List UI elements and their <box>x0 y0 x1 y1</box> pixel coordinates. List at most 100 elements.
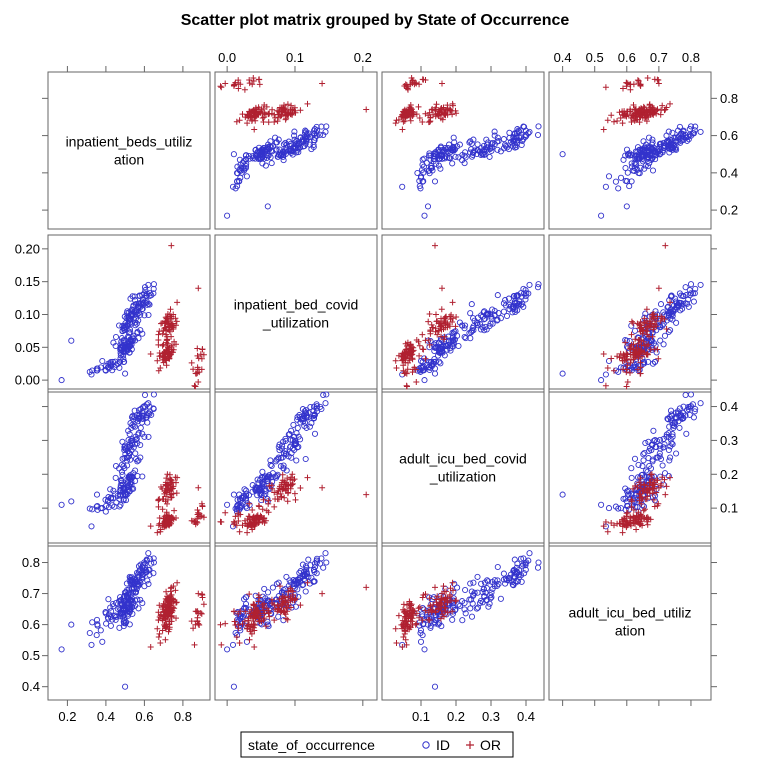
point-ID <box>142 287 149 294</box>
point-ID <box>642 439 649 447</box>
point-OR <box>433 596 439 603</box>
point-OR <box>393 640 400 646</box>
point-ID <box>117 486 124 493</box>
point-OR <box>623 510 630 517</box>
point-OR <box>191 382 198 389</box>
point-OR <box>217 83 224 90</box>
point-ID <box>288 149 295 156</box>
point-OR <box>407 345 414 352</box>
point-OR <box>163 324 169 331</box>
point-OR <box>619 355 626 362</box>
point-OR <box>619 108 626 115</box>
point-OR <box>422 110 429 117</box>
point-ID <box>462 610 469 617</box>
point-ID <box>643 467 650 474</box>
point-OR <box>222 80 229 87</box>
point-OR <box>257 109 264 116</box>
point-ID <box>435 162 442 169</box>
point-OR <box>255 519 262 526</box>
point-ID <box>118 346 125 353</box>
point-OR <box>622 339 629 346</box>
point-ID <box>139 572 146 579</box>
point-OR <box>172 587 179 594</box>
point-ID <box>430 158 437 165</box>
point-ID <box>135 605 142 612</box>
point-ID <box>137 579 144 586</box>
point-ID <box>249 155 256 162</box>
point-OR <box>195 620 202 627</box>
point-OR <box>254 609 261 616</box>
point-ID <box>126 329 133 336</box>
point-ID <box>441 352 448 359</box>
point-ID <box>320 391 327 399</box>
point-ID <box>510 134 517 141</box>
point-ID <box>534 564 542 571</box>
point-ID <box>296 414 304 421</box>
point-ID <box>666 149 673 156</box>
point-ID <box>511 556 518 563</box>
point-ID <box>121 344 128 352</box>
scatter-ID-r0-c3 <box>559 123 704 219</box>
point-ID <box>128 341 135 348</box>
point-ID <box>121 443 128 451</box>
point-ID <box>146 555 153 562</box>
axis-ticks: 0.2 0.4 0.6 0.8 0.1 0.2 0.3 0.4 0.0 0.1 0.2 0.4 0.5 0… <box>15 50 738 724</box>
point-ID <box>512 574 519 581</box>
point-ID <box>665 311 672 319</box>
point-ID <box>697 281 704 288</box>
point-OR <box>159 330 166 337</box>
point-ID <box>320 564 327 571</box>
point-OR <box>287 482 294 489</box>
point-OR <box>435 328 442 334</box>
point-OR <box>195 510 202 517</box>
point-OR <box>404 625 411 632</box>
point-ID <box>513 134 520 141</box>
point-ID <box>283 146 290 153</box>
diagonal-label-adult_icu_bed_utilization: adult_icu_bed_utiliz <box>569 605 692 621</box>
point-OR <box>172 474 179 481</box>
point-OR <box>246 591 253 598</box>
point-OR <box>246 500 253 507</box>
point-ID <box>450 143 457 150</box>
point-ID <box>322 550 329 557</box>
point-OR <box>163 588 170 595</box>
legend-entry-ID: ID <box>436 737 450 753</box>
point-OR <box>271 119 278 125</box>
point-OR <box>667 474 673 481</box>
point-OR <box>422 355 429 362</box>
point-OR <box>274 608 281 615</box>
scatter-OR-r1-c2 <box>392 242 460 390</box>
point-OR <box>637 521 644 528</box>
point-OR <box>147 351 154 357</box>
point-OR <box>261 615 268 622</box>
point-ID <box>224 501 231 508</box>
point-OR <box>432 106 438 113</box>
point-ID <box>449 616 456 623</box>
point-OR <box>190 366 197 373</box>
point-ID <box>139 412 146 419</box>
point-ID <box>224 646 231 653</box>
scatter-OR-r3-c2 <box>392 579 460 650</box>
point-ID <box>459 617 466 624</box>
point-OR <box>157 640 164 646</box>
point-OR <box>408 107 414 114</box>
point-OR <box>250 610 257 616</box>
point-ID <box>486 153 493 160</box>
point-OR <box>147 644 154 650</box>
point-ID <box>682 412 689 419</box>
point-ID <box>659 462 666 469</box>
point-OR <box>195 621 202 628</box>
point-OR <box>631 520 638 527</box>
point-ID <box>150 555 157 562</box>
point-ID <box>491 580 498 588</box>
point-OR <box>256 617 263 624</box>
point-OR <box>251 644 258 650</box>
point-OR <box>399 126 406 133</box>
point-ID <box>628 160 635 167</box>
point-ID <box>676 123 683 130</box>
point-ID <box>88 523 95 530</box>
point-OR <box>621 354 628 361</box>
point-OR <box>167 351 174 358</box>
point-ID <box>302 410 309 417</box>
point-ID <box>652 156 659 163</box>
